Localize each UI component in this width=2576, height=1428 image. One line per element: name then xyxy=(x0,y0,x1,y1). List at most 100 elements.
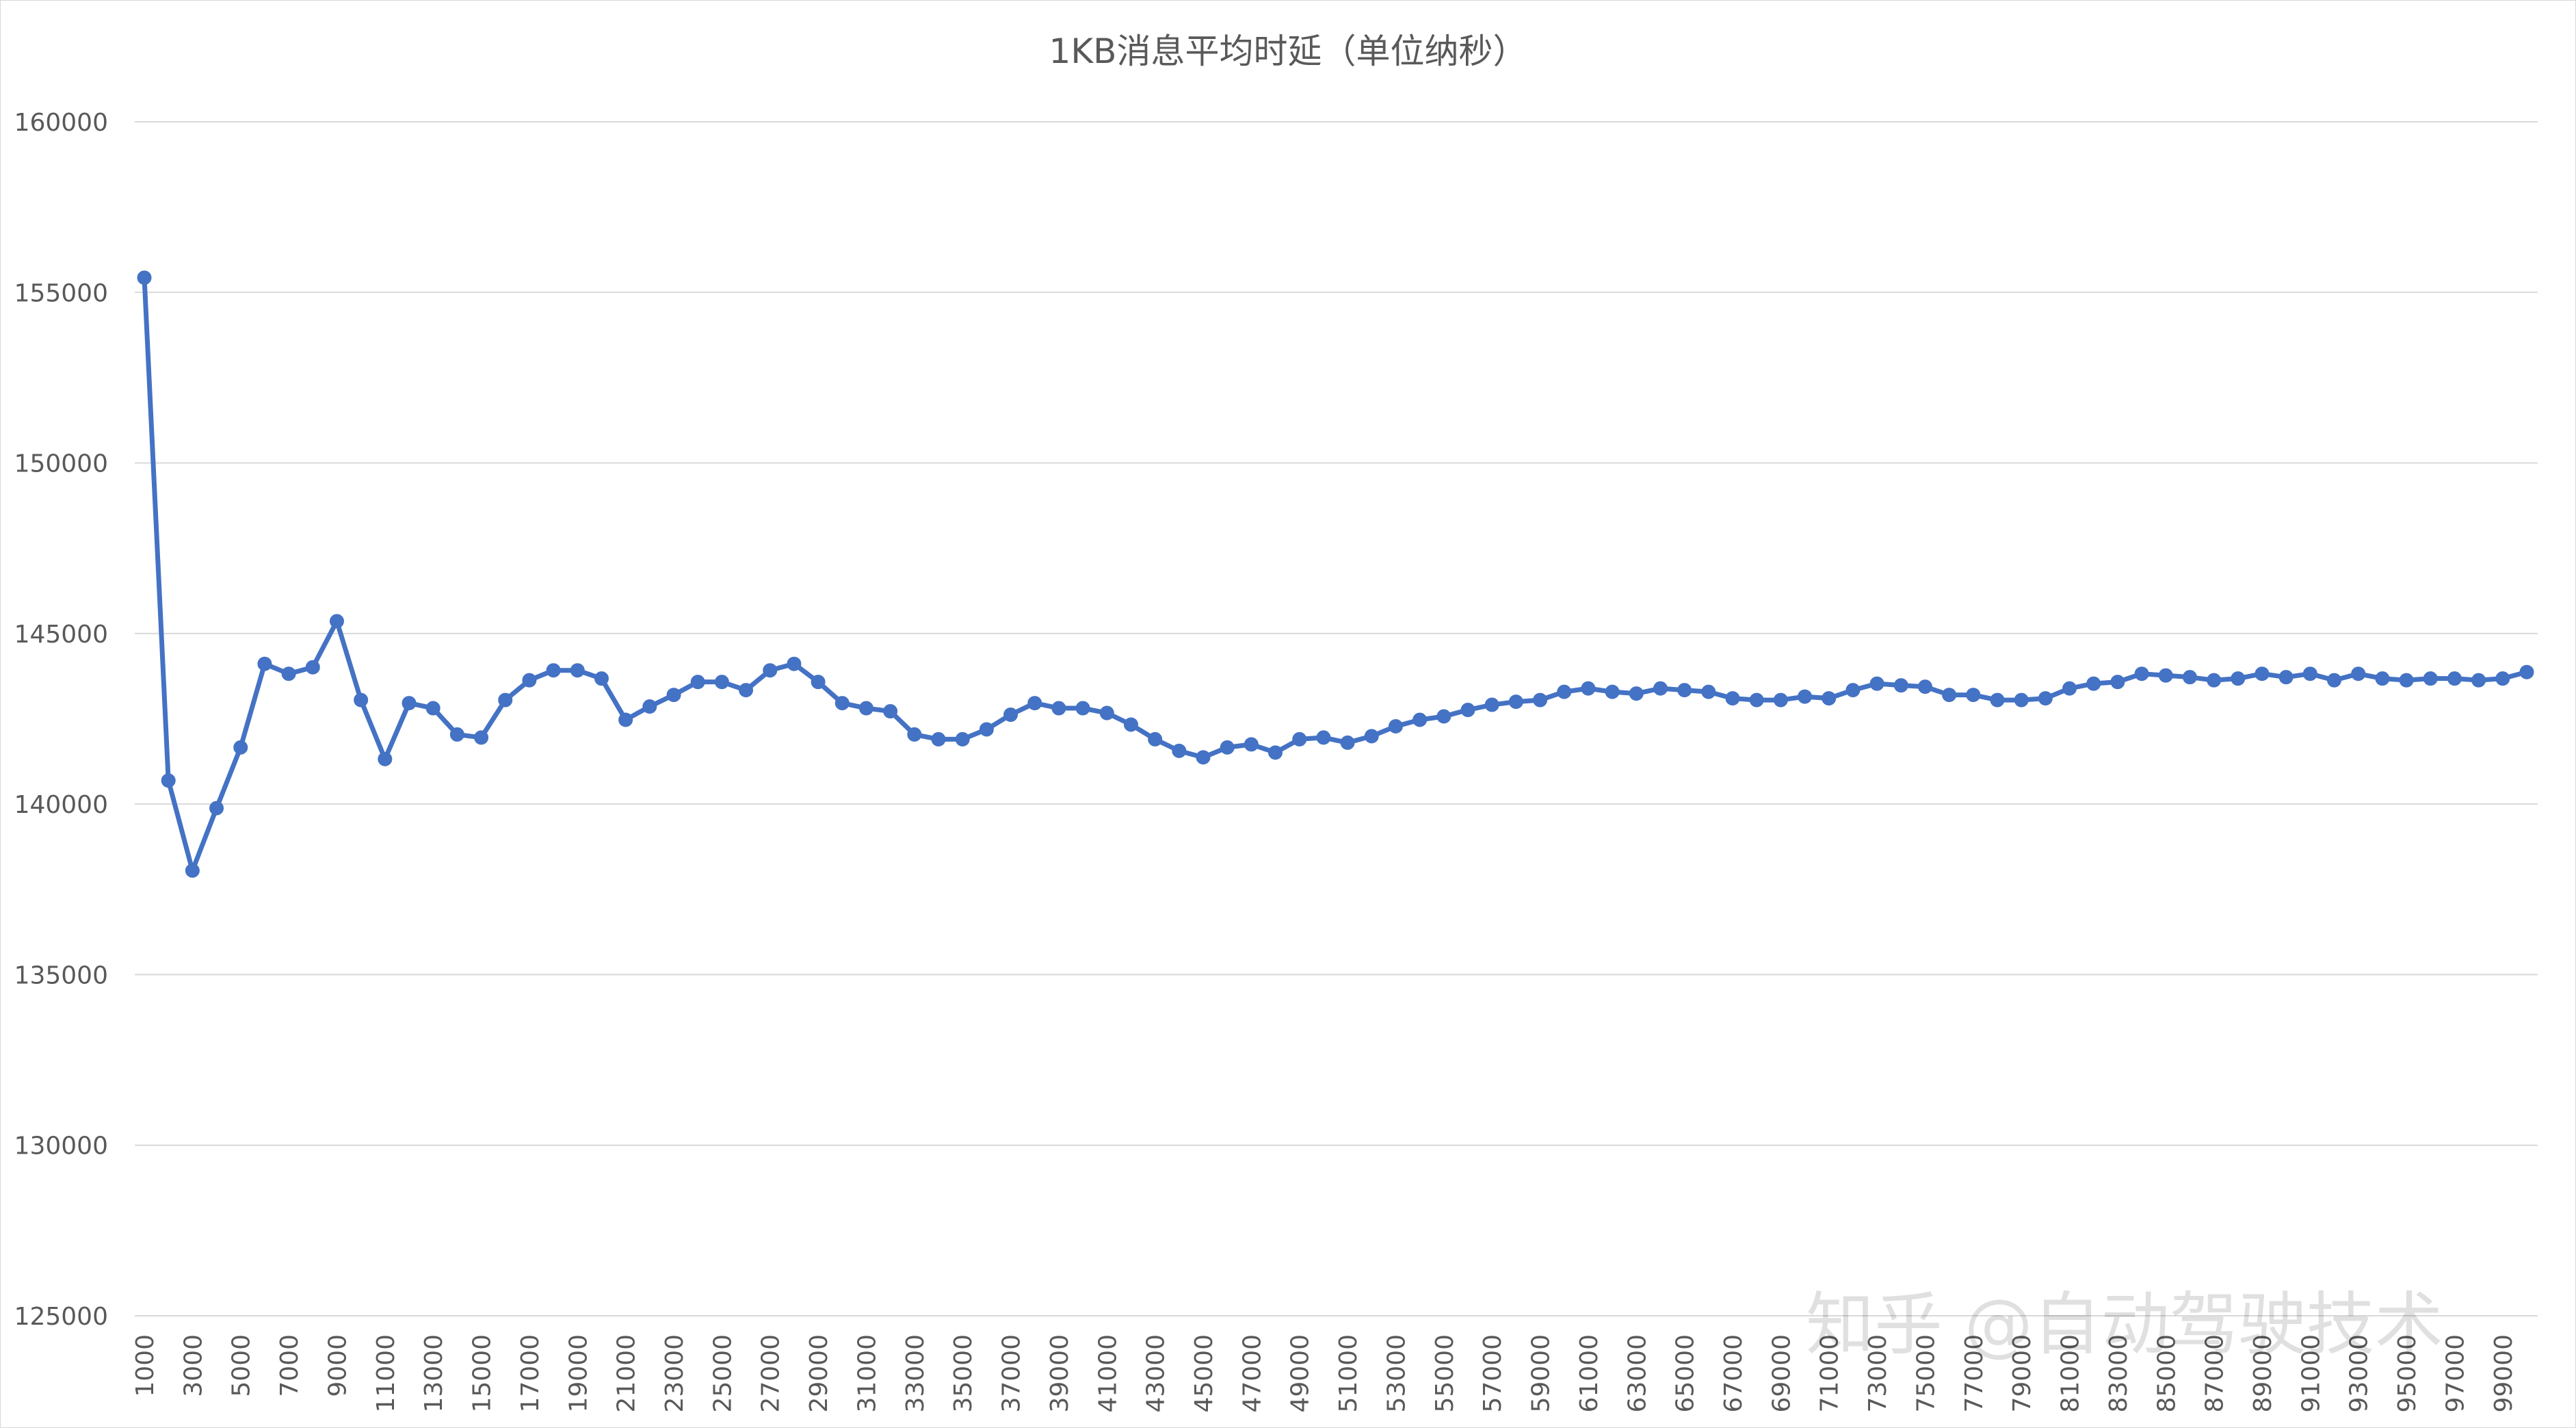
data-point xyxy=(1196,750,1211,765)
x-tick-label: 7000 xyxy=(276,1334,304,1397)
data-point xyxy=(2327,673,2342,688)
data-point xyxy=(1244,737,1259,752)
data-point xyxy=(257,656,272,671)
x-tick-label: 87000 xyxy=(2201,1334,2229,1413)
data-point xyxy=(1027,696,1042,711)
data-point xyxy=(883,704,898,719)
x-tick-label: 17000 xyxy=(516,1334,544,1413)
data-point xyxy=(354,692,369,707)
x-tick-label: 95000 xyxy=(2393,1334,2421,1413)
data-point xyxy=(787,656,802,671)
data-point xyxy=(378,751,393,766)
watermark: 知乎 @自动驾驶技术 xyxy=(1806,1284,2443,1364)
data-point xyxy=(1653,681,1668,696)
data-point xyxy=(1749,692,1764,707)
data-point xyxy=(2207,673,2222,688)
x-tick-label: 53000 xyxy=(1382,1334,1410,1413)
data-point xyxy=(498,692,513,707)
x-tick-label: 79000 xyxy=(2008,1334,2036,1413)
data-point xyxy=(690,675,705,690)
data-point xyxy=(1412,712,1428,727)
data-point xyxy=(1340,735,1355,750)
x-tick-label: 39000 xyxy=(1046,1334,1074,1413)
gridlines xyxy=(135,121,2538,1316)
data-point xyxy=(1292,731,1307,747)
chart-title: 1KB消息平均时延（单位纳秒） xyxy=(1049,31,1527,71)
data-point xyxy=(1917,679,1932,694)
x-tick-label: 71000 xyxy=(1816,1334,1844,1413)
x-tick-label: 73000 xyxy=(1864,1334,1892,1413)
data-point xyxy=(1629,686,1644,701)
data-point xyxy=(1605,684,1620,699)
data-point xyxy=(1725,691,1740,706)
x-tick-label: 57000 xyxy=(1479,1334,1507,1413)
data-point xyxy=(594,671,609,686)
y-tick-label: 125000 xyxy=(14,1303,108,1331)
series-line xyxy=(137,270,2534,878)
x-tick-label: 91000 xyxy=(2297,1334,2325,1413)
data-point xyxy=(185,863,200,878)
data-point xyxy=(1388,718,1403,734)
data-point xyxy=(2014,692,2029,707)
data-point xyxy=(2351,666,2366,681)
x-tick-label: 63000 xyxy=(1623,1334,1651,1413)
data-point xyxy=(2038,691,2053,706)
x-tick-label: 77000 xyxy=(1960,1334,1988,1413)
data-point xyxy=(1268,745,1283,760)
data-point xyxy=(1436,709,1451,724)
data-point xyxy=(1099,705,1114,721)
y-tick-label: 130000 xyxy=(14,1132,108,1160)
data-point xyxy=(2158,668,2173,683)
data-point xyxy=(233,740,248,755)
y-tick-label: 145000 xyxy=(14,621,108,649)
data-point xyxy=(1460,703,1475,718)
data-point xyxy=(2375,671,2390,686)
data-point xyxy=(1701,684,1716,699)
data-point xyxy=(1172,743,1187,758)
data-point xyxy=(1051,701,1066,716)
x-tick-label: 45000 xyxy=(1190,1334,1218,1413)
data-point xyxy=(449,727,464,742)
x-tick-label: 55000 xyxy=(1431,1334,1459,1413)
data-point xyxy=(714,675,729,690)
data-point xyxy=(570,663,585,678)
data-point xyxy=(2110,675,2125,690)
x-tick-label: 13000 xyxy=(420,1334,448,1413)
data-point xyxy=(161,773,176,788)
data-point xyxy=(1075,701,1090,716)
y-tick-label: 150000 xyxy=(14,450,108,478)
data-point xyxy=(2278,670,2294,685)
series-path xyxy=(142,277,2527,873)
x-tick-label: 3000 xyxy=(179,1334,207,1397)
data-point xyxy=(1148,731,1163,747)
data-point xyxy=(1581,681,1596,696)
x-tick-label: 69000 xyxy=(1767,1334,1796,1413)
x-tick-label: 23000 xyxy=(661,1334,689,1413)
data-point xyxy=(2519,664,2534,679)
data-point xyxy=(209,801,224,816)
data-point xyxy=(1893,678,1908,693)
data-point xyxy=(834,696,850,711)
data-point xyxy=(2423,671,2438,686)
data-point xyxy=(137,270,152,285)
x-tick-label: 9000 xyxy=(324,1334,352,1397)
x-tick-label: 41000 xyxy=(1094,1334,1122,1413)
x-tick-label: 65000 xyxy=(1672,1334,1700,1413)
x-tick-label: 5000 xyxy=(228,1334,256,1397)
data-point xyxy=(1508,694,1523,710)
x-tick-label: 67000 xyxy=(1720,1334,1748,1413)
data-point xyxy=(1942,688,1957,703)
x-tick-label: 75000 xyxy=(1912,1334,1940,1413)
data-point xyxy=(1316,730,1331,745)
x-tick-label: 29000 xyxy=(805,1334,833,1413)
data-point xyxy=(1220,740,1235,755)
data-point xyxy=(2134,666,2149,681)
x-tick-label: 89000 xyxy=(2249,1334,2277,1413)
x-tick-label: 33000 xyxy=(902,1334,930,1413)
x-tick-label: 49000 xyxy=(1287,1334,1315,1413)
data-point xyxy=(955,731,970,747)
x-tick-label: 25000 xyxy=(709,1334,737,1413)
data-point xyxy=(2399,673,2414,688)
x-tick-label: 51000 xyxy=(1335,1334,1363,1413)
